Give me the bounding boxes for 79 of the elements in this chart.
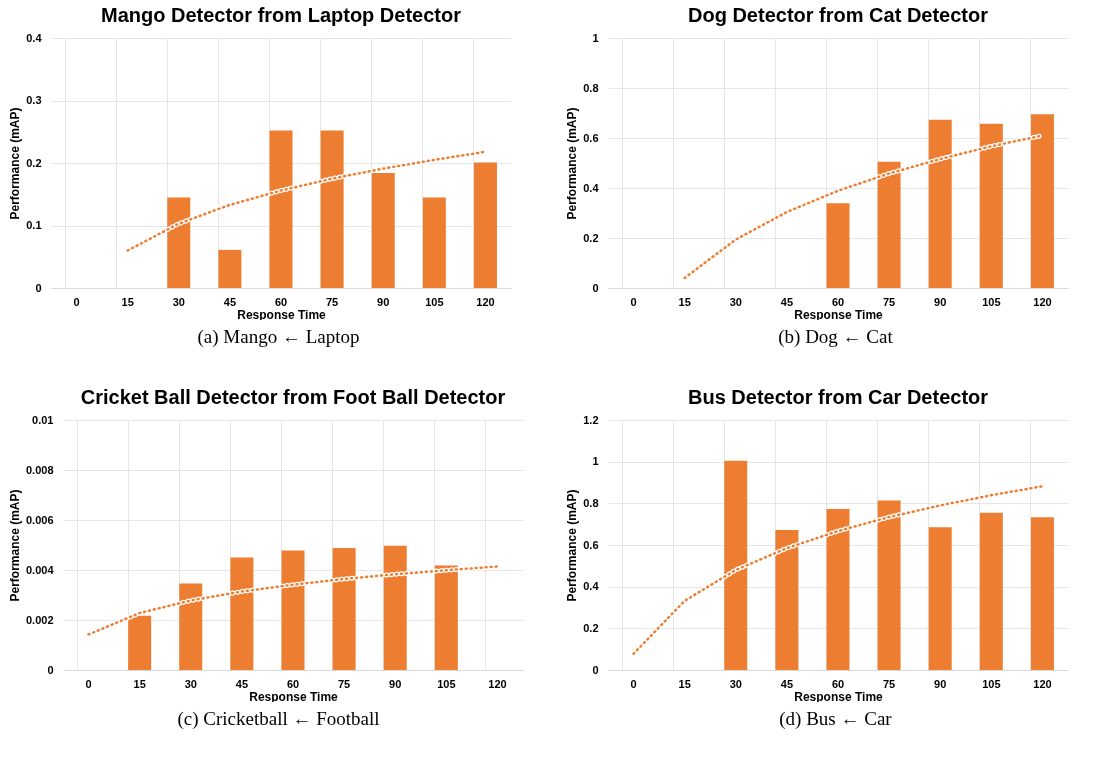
x-tick-label: 60 <box>831 677 845 690</box>
x-tick-label: 75 <box>337 677 351 690</box>
x-tick-label: 15 <box>121 295 134 308</box>
y-tick-label: 0.8 <box>583 496 599 509</box>
text: (c) Cricketball ← Football <box>176 708 381 730</box>
x-tick-label: 0 <box>73 295 80 308</box>
x-tick-label: 90 <box>377 295 390 308</box>
y-tick-label: 0.6 <box>583 131 599 144</box>
x-tick-label: 60 <box>274 295 288 308</box>
x-tick-label: 0 <box>85 677 92 690</box>
y-axis-title: Performance (mAP) <box>7 489 22 602</box>
bar <box>928 527 952 670</box>
y-tick-label: 0.4 <box>583 580 600 593</box>
text: (d) Bus ← Car <box>778 708 893 730</box>
y-tick-label: 0 <box>47 663 54 676</box>
y-tick-label: 0.3 <box>26 94 42 106</box>
y-tick-label: 0.4 <box>583 181 600 194</box>
x-tick-label: 90 <box>934 295 947 308</box>
y-tick-label: 0.006 <box>25 513 54 526</box>
x-tick-label: 60 <box>286 677 300 690</box>
x-tick-label: 30 <box>729 677 742 690</box>
x-tick-label: 60 <box>831 295 845 308</box>
bar <box>979 512 1003 670</box>
x-tick-label: 30 <box>729 295 742 308</box>
x-tick-label: 75 <box>882 295 896 308</box>
x-tick-label: 15 <box>678 295 691 308</box>
x-tick-label: 105 <box>982 677 1001 690</box>
x-tick-label: 120 <box>1033 677 1052 690</box>
x-tick-label: 15 <box>678 677 691 690</box>
y-tick-label: 0.004 <box>25 563 55 576</box>
x-tick-label: 0 <box>630 677 637 690</box>
text: (b) Dog ← Cat <box>777 326 894 348</box>
y-tick-label: 0.002 <box>25 613 54 626</box>
x-tick-label: 105 <box>982 295 1001 308</box>
y-tick-label: 0.2 <box>583 231 599 244</box>
y-tick-label: 0.6 <box>583 538 599 551</box>
x-tick-label: 45 <box>235 677 249 690</box>
y-tick-label: 0.1 <box>26 219 42 231</box>
chart-title: Cricket Ball Detector from Foot Ball Detector <box>80 386 506 408</box>
y-tick-label: 1.2 <box>583 413 599 426</box>
x-tick-label: 120 <box>1033 295 1052 308</box>
x-tick-label: 105 <box>425 295 444 308</box>
bar <box>473 162 497 288</box>
bar <box>218 249 242 288</box>
x-tick-label: 45 <box>780 295 794 308</box>
x-tick-label: 0 <box>630 295 637 308</box>
y-tick-label: 0.2 <box>26 156 42 169</box>
x-tick-label: 90 <box>934 677 947 690</box>
y-tick-label: 0.008 <box>25 463 54 476</box>
y-axis-title: Performance (mAP) <box>8 107 23 220</box>
text: (a) Mango ← Laptop <box>196 326 361 348</box>
y-axis-title: Performance (mAP) <box>565 107 580 220</box>
chart-title: Dog Detector from Cat Detector <box>687 4 989 26</box>
y-tick-label: 0 <box>592 663 599 676</box>
x-tick-label: 15 <box>133 677 146 690</box>
y-axis-title: Performance (mAP) <box>565 489 580 602</box>
y-tick-label: 1 <box>592 31 599 44</box>
y-tick-label: 1 <box>592 455 599 468</box>
bar <box>1030 517 1054 670</box>
x-tick-label: 105 <box>437 677 456 690</box>
x-tick-label: 75 <box>882 677 896 690</box>
bar <box>826 203 850 288</box>
bar <box>422 197 446 288</box>
x-tick-label: 120 <box>476 295 495 308</box>
x-tick-label: 45 <box>223 295 237 308</box>
chart-title: Bus Detector from Car Detector <box>687 386 989 408</box>
x-tick-label: 90 <box>389 677 402 690</box>
y-tick-label: 0 <box>592 281 599 294</box>
x-tick-label: 30 <box>184 677 197 690</box>
y-tick-label: 0.2 <box>583 621 599 634</box>
x-tick-label: 120 <box>488 677 507 690</box>
x-tick-label: 30 <box>172 295 185 308</box>
chart-title: Mango Detector from Laptop Detector <box>100 4 462 26</box>
y-tick-label: 0.4 <box>26 31 43 44</box>
x-tick-label: 45 <box>780 677 794 690</box>
y-tick-label: 0.01 <box>32 413 54 426</box>
x-tick-label: 75 <box>325 295 339 308</box>
y-tick-label: 0.8 <box>583 81 599 94</box>
y-tick-label: 0 <box>35 281 42 294</box>
